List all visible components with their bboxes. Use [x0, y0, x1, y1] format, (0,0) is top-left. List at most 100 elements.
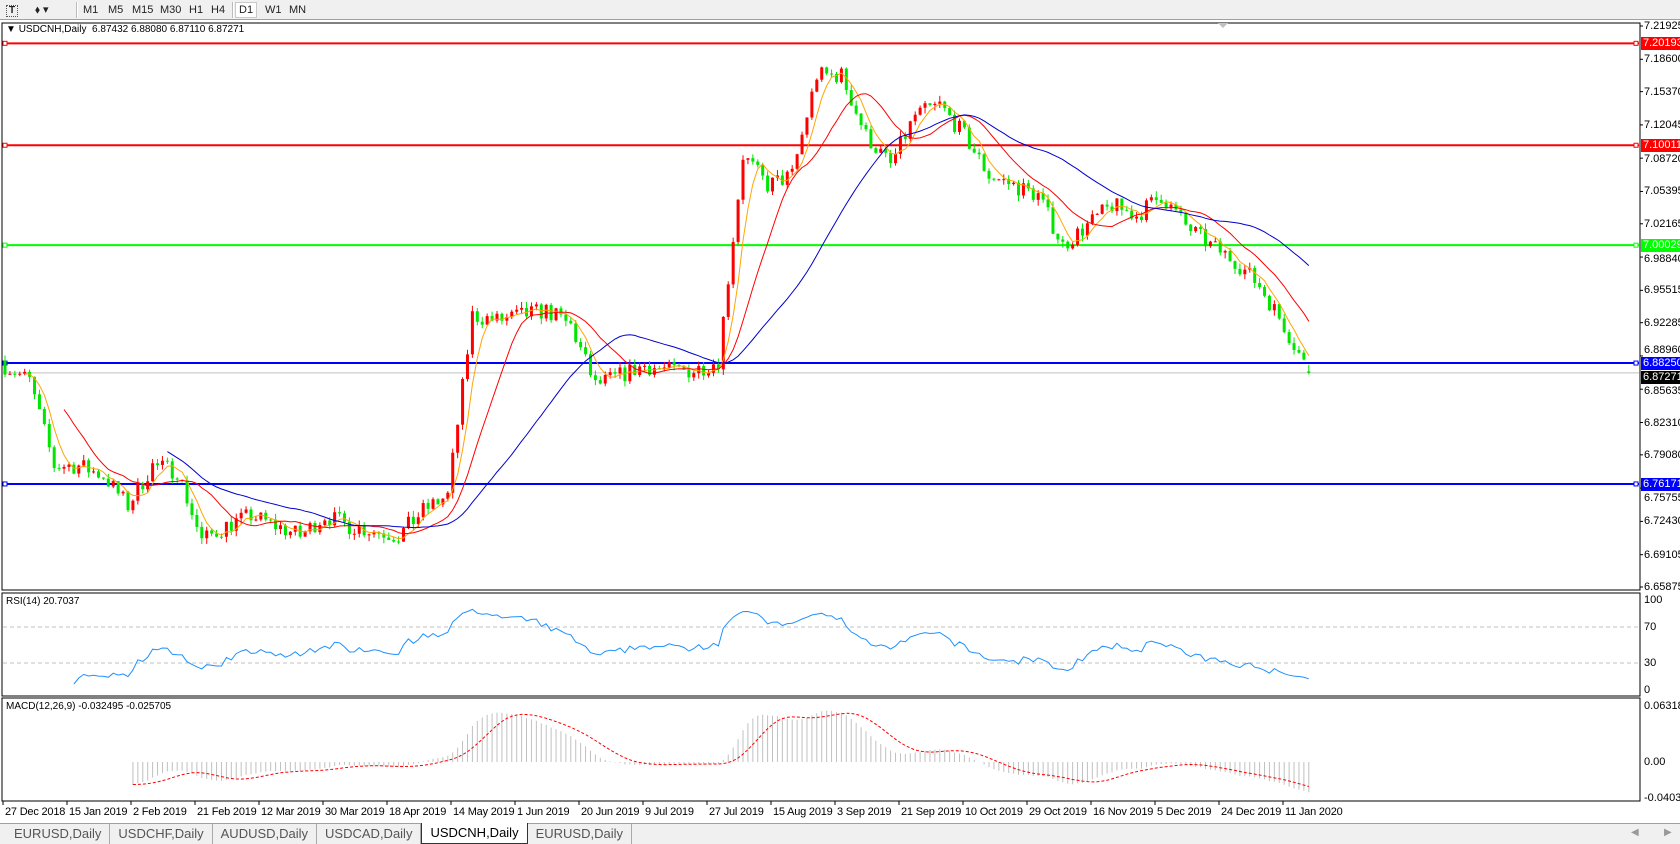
tab-eurusd-daily[interactable]: EURUSD,Daily	[6, 824, 111, 844]
timeframe-d1[interactable]: D1	[235, 2, 258, 18]
objects-dropdown-icon[interactable]: ⬧ ▾	[35, 4, 49, 16]
candle	[844, 67, 848, 95]
candle-body	[1144, 200, 1148, 221]
tab-usdchf-daily[interactable]: USDCHF,Daily	[110, 824, 213, 844]
candle-body	[1277, 304, 1281, 319]
timeframe-m30[interactable]: M30	[160, 4, 182, 16]
candle	[13, 370, 17, 378]
candle	[766, 171, 770, 194]
candle	[933, 101, 937, 111]
price-axis-label: 7.15370	[1644, 85, 1680, 98]
price-axis-label: 6.79080	[1644, 448, 1680, 461]
candle-body	[1272, 304, 1276, 311]
candle-body	[972, 148, 976, 153]
candle-body	[72, 464, 76, 474]
scroll-right-icon[interactable]: ▶	[1664, 827, 1672, 838]
timeframe-mn[interactable]: MN	[289, 4, 307, 16]
candle	[746, 158, 750, 165]
candle	[1140, 211, 1144, 223]
candle-body	[495, 313, 499, 321]
collapse-arrow-icon[interactable]: ▼	[6, 24, 16, 35]
candle	[1095, 212, 1099, 215]
candle-body	[820, 67, 824, 80]
candle-body	[1258, 282, 1262, 288]
candle-body	[333, 512, 337, 526]
candle	[219, 533, 223, 540]
candle-body	[33, 376, 37, 395]
timeframe-w1[interactable]: W1	[265, 4, 282, 16]
candle-body	[515, 309, 519, 312]
candle-body	[923, 103, 927, 108]
candle-body	[839, 68, 843, 83]
candle-body	[603, 374, 607, 384]
candle	[702, 362, 706, 380]
candle	[1021, 178, 1025, 199]
candle	[1071, 242, 1075, 250]
candle-body	[864, 125, 868, 130]
candle-body	[692, 373, 696, 378]
candle	[588, 350, 592, 378]
candle-body	[780, 175, 784, 185]
candle	[584, 341, 588, 357]
candle-body	[303, 531, 307, 537]
candle	[820, 66, 824, 82]
candle	[406, 511, 410, 530]
candle	[111, 479, 115, 489]
candle-body	[997, 179, 1001, 181]
price-chart[interactable]	[0, 20, 1680, 823]
candle-body	[205, 530, 209, 539]
chart-shift-marker[interactable]	[1218, 23, 1228, 28]
text-tool-icon[interactable]: T	[3, 2, 21, 18]
candle-body	[579, 342, 583, 348]
candle	[249, 506, 253, 525]
tab-usdcnh-daily[interactable]: USDCNH,Daily	[421, 823, 528, 844]
candle-body	[402, 528, 406, 542]
candle-body	[392, 539, 396, 542]
date-axis-label: 1 Jun 2019	[517, 806, 570, 818]
timeframe-h4[interactable]: H4	[211, 4, 226, 16]
candle-body	[101, 477, 105, 479]
timeframe-m1[interactable]: M1	[83, 4, 99, 16]
scroll-left-icon[interactable]: ◀	[1631, 827, 1639, 838]
candle	[3, 355, 7, 378]
tab-audusd-daily[interactable]: AUDUSD,Daily	[213, 824, 318, 844]
level-handle-right	[1633, 142, 1639, 148]
candle-body	[436, 499, 440, 505]
candle	[579, 338, 583, 351]
candle	[200, 521, 204, 544]
candle-body	[1253, 267, 1257, 283]
date-axis-label: 5 Dec 2019	[1157, 806, 1212, 818]
candle-body	[884, 148, 888, 153]
candle-body	[13, 373, 17, 375]
candle-body	[707, 372, 711, 376]
candle-body	[849, 90, 853, 106]
candle	[1036, 190, 1040, 206]
candle-body	[967, 127, 971, 149]
timeframe-m15[interactable]: M15	[132, 4, 154, 16]
candle-body	[151, 463, 155, 482]
candle	[898, 130, 902, 159]
level-handle-left	[2, 40, 8, 46]
tab-eurusd-daily-2[interactable]: EURUSD,Daily	[528, 824, 632, 844]
candle-body	[1026, 183, 1030, 189]
candle	[864, 122, 868, 132]
candle-body	[234, 518, 238, 531]
date-axis-label: 27 Jul 2019	[709, 806, 764, 818]
candle-body	[1287, 332, 1291, 344]
candle	[1203, 223, 1207, 252]
candle	[1056, 233, 1060, 244]
date-axis-label: 16 Nov 2019	[1093, 806, 1154, 818]
timeframe-h1[interactable]: H1	[189, 4, 204, 16]
tab-usdcad-daily[interactable]: USDCAD,Daily	[317, 824, 422, 844]
candle	[352, 528, 356, 540]
candle	[62, 464, 66, 474]
candle-body	[736, 199, 740, 242]
toolbar-separator	[232, 2, 234, 18]
candle-body	[859, 113, 863, 126]
timeframe-m5[interactable]: M5	[108, 4, 124, 16]
candle-body	[716, 364, 720, 370]
candle-body	[1031, 188, 1035, 200]
candle	[387, 532, 391, 541]
price-axis-label: 7.08720	[1644, 153, 1680, 166]
candle	[160, 456, 164, 470]
